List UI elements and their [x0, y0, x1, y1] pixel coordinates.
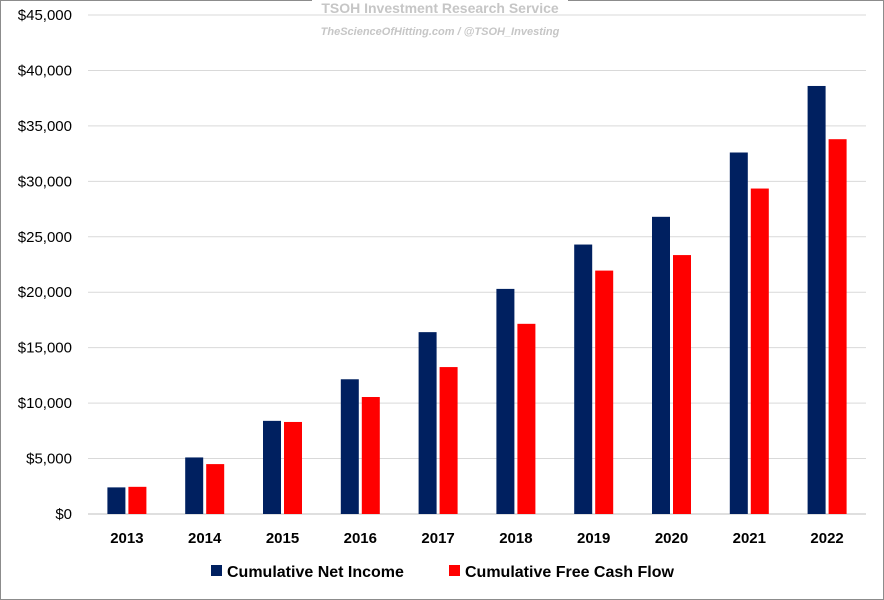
x-tick-label: 2016 [344, 530, 377, 547]
bar-net-income-2017 [418, 332, 437, 514]
gridlines [88, 14, 866, 515]
bar-free-cash-flow-2013 [128, 486, 147, 514]
x-tick-label: 2021 [733, 530, 766, 547]
x-tick-label: 2019 [577, 530, 610, 547]
bar-free-cash-flow-2022 [828, 139, 847, 514]
watermark-title: TSOH Investment Research Service [321, 0, 559, 16]
bar-free-cash-flow-2018 [517, 323, 536, 514]
y-tick-label: $20,000 [18, 284, 72, 301]
legend-swatch [211, 565, 222, 576]
bar-free-cash-flow-2021 [750, 188, 769, 514]
bar-net-income-2019 [574, 244, 593, 515]
bar-net-income-2022 [807, 85, 826, 515]
legend-swatch [449, 565, 460, 576]
y-tick-label: $35,000 [18, 118, 72, 135]
x-tick-label: 2022 [810, 530, 843, 547]
x-tick-label: 2013 [110, 530, 143, 547]
x-tick-label: 2018 [499, 530, 532, 547]
legend-label: Cumulative Net Income [227, 564, 404, 581]
bar-free-cash-flow-2017 [439, 367, 458, 514]
y-tick-label: $10,000 [18, 395, 72, 412]
bar-net-income-2021 [729, 152, 748, 514]
y-tick-label: $0 [55, 506, 72, 523]
y-tick-label: $30,000 [18, 173, 72, 190]
bar-free-cash-flow-2015 [284, 421, 302, 514]
y-tick-label: $5,000 [26, 451, 72, 468]
y-axis-ticks: $0 $5,000 $10,000 $15,000 $20,000 $25,000 $30,… [18, 7, 72, 523]
y-tick-label: $45,000 [18, 7, 72, 24]
x-tick-label: 2020 [655, 530, 688, 547]
x-tick-label: 2014 [188, 530, 222, 547]
legend-item-free-cash-flow: Cumulative Free Cash Flow [449, 564, 674, 581]
watermark: TSOH Investment Research Service TheScie… [312, 0, 568, 38]
x-axis-ticks: 2013 2014 2015 2016 2017 2018 2019 2020 2021 2022 [110, 530, 844, 547]
bar-net-income-2020 [652, 216, 670, 514]
bar-net-income-2018 [496, 288, 515, 514]
watermark-subtitle: TheScienceOfHitting.com / @TSOH_Investin… [321, 26, 560, 38]
y-tick-label: $25,000 [18, 229, 72, 246]
bar-free-cash-flow-2014 [206, 464, 225, 514]
bar-net-income-2013 [107, 487, 126, 514]
legend: Cumulative Net Income Cumulative Free Cas… [211, 564, 674, 581]
bar-free-cash-flow-2016 [361, 397, 380, 514]
bar-free-cash-flow-2019 [595, 270, 614, 514]
bars [107, 85, 847, 515]
legend-item-net-income: Cumulative Net Income [211, 564, 404, 581]
bar-net-income-2014 [185, 457, 204, 514]
bar-net-income-2015 [263, 420, 281, 514]
y-tick-label: $40,000 [18, 62, 72, 79]
y-tick-label: $15,000 [18, 340, 72, 357]
legend-label: Cumulative Free Cash Flow [465, 564, 674, 581]
bar-free-cash-flow-2020 [673, 255, 691, 514]
x-tick-label: 2017 [421, 530, 454, 547]
bar-net-income-2016 [340, 379, 359, 514]
x-tick-label: 2015 [266, 530, 299, 547]
